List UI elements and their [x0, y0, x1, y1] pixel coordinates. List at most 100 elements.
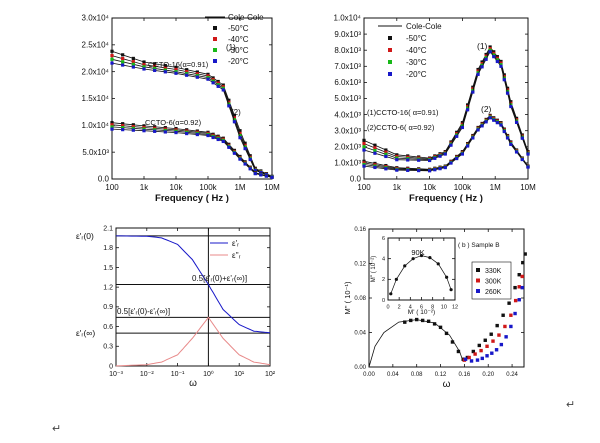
data-point	[253, 172, 257, 176]
data-point	[485, 344, 489, 348]
x-tick-label: 0.00	[363, 372, 375, 378]
data-point	[238, 129, 242, 133]
data-point	[121, 128, 125, 132]
data-point	[513, 311, 517, 316]
y-tick-label: 7.0x10³	[334, 62, 361, 71]
data-point	[362, 164, 366, 168]
data-point	[503, 324, 507, 329]
data-point	[492, 53, 496, 57]
legend-label: -30°C	[406, 58, 427, 67]
data-point	[211, 76, 215, 80]
data-point	[450, 340, 455, 344]
x-tick-label: 100k	[199, 183, 217, 192]
legend-label: Cole-Cole	[228, 13, 264, 22]
x-tick-label: 0	[386, 305, 389, 311]
data-point	[484, 57, 488, 61]
y-tick-label: 5.0x10³	[82, 148, 109, 157]
data-point	[495, 121, 499, 125]
data-point	[443, 152, 447, 156]
data-point	[142, 65, 146, 69]
data-point	[211, 77, 215, 82]
data-point	[492, 55, 496, 59]
y-tick-label: 2	[382, 277, 385, 283]
data-point	[499, 61, 503, 65]
data-point	[395, 156, 399, 160]
x-tick-label: 10⁰	[203, 370, 214, 378]
x-tick-label: 1k	[140, 183, 149, 192]
chart-modulus-sample-b: 0.00 0.04 0.08 0.12 0.16 0.20 0.24 0.00 0.04 0.08…	[343, 227, 527, 390]
data-point	[362, 161, 366, 165]
data-point	[444, 331, 449, 336]
data-point	[131, 56, 135, 61]
data-point	[494, 348, 499, 352]
data-point	[195, 132, 199, 137]
data-point	[419, 253, 424, 258]
y-tick-label: 2.1	[103, 225, 113, 232]
data-point	[163, 66, 167, 70]
data-point	[438, 167, 442, 171]
data-point	[110, 121, 114, 125]
data-point	[206, 133, 210, 138]
data-point	[471, 88, 475, 93]
data-point	[449, 288, 453, 292]
annotation-label: 0.5[ε'ᵣ(0)-ε'ᵣ(∞)]	[117, 307, 170, 316]
data-point	[131, 60, 135, 64]
data-point	[110, 49, 114, 53]
data-point	[142, 127, 146, 131]
data-point	[502, 129, 506, 134]
x-tick-label: 10M	[520, 183, 536, 192]
data-point	[389, 292, 393, 296]
x-axis-label: ω	[189, 378, 197, 389]
y-tick-label: 1.5x10⁴	[82, 94, 110, 103]
legend-label: -40°C	[406, 46, 427, 55]
chart-title: 90K	[411, 248, 424, 257]
y-tick-label: 0	[382, 298, 385, 304]
fit-arc	[368, 319, 464, 368]
y-tick-label: 0.3	[103, 344, 113, 351]
data-point	[517, 273, 521, 277]
data-point	[460, 124, 464, 128]
data-point	[121, 63, 125, 67]
data-point	[480, 60, 484, 64]
y-tick-label: 4.0x10³	[334, 110, 361, 119]
data-point	[163, 70, 167, 74]
x-axis-label: Frequency ( Hz )	[409, 193, 483, 204]
data-point	[460, 121, 464, 125]
data-point	[460, 152, 464, 156]
data-point	[499, 64, 503, 68]
cole-cole-fit-line	[363, 117, 529, 172]
data-point	[499, 342, 504, 347]
data-point	[466, 144, 470, 148]
data-point	[238, 133, 242, 138]
data-point	[243, 145, 247, 149]
data-point	[131, 62, 135, 66]
y-tick-label: 3.0x10⁴	[82, 14, 110, 23]
data-point	[221, 86, 225, 90]
data-point	[428, 169, 432, 173]
paragraph-mark: ↵	[566, 399, 576, 411]
x-tick-label: 6	[420, 305, 423, 311]
y-side-label: ε'ᵣ(∞)	[76, 328, 95, 338]
x-axis-label: M' ( 10⁻²)	[408, 309, 435, 316]
data-point	[221, 88, 225, 92]
data-point	[490, 351, 494, 355]
data-point	[394, 277, 398, 281]
data-point	[509, 101, 513, 105]
data-point	[373, 143, 377, 147]
data-point	[471, 136, 475, 140]
y-tick-label: 2.0x10³	[334, 142, 361, 151]
data-point	[163, 130, 167, 134]
data-point	[480, 62, 484, 66]
annotation-label: (1)	[226, 43, 236, 52]
data-point	[185, 72, 189, 76]
data-point	[504, 335, 508, 339]
y-tick-label: 0.04	[354, 331, 366, 337]
cole-cole-fit-line	[363, 51, 529, 161]
x-tick-label: 10k	[170, 183, 184, 192]
data-point	[206, 77, 210, 81]
data-point	[121, 124, 125, 128]
data-point	[206, 72, 210, 76]
data-point	[417, 158, 421, 162]
data-point	[163, 68, 167, 72]
